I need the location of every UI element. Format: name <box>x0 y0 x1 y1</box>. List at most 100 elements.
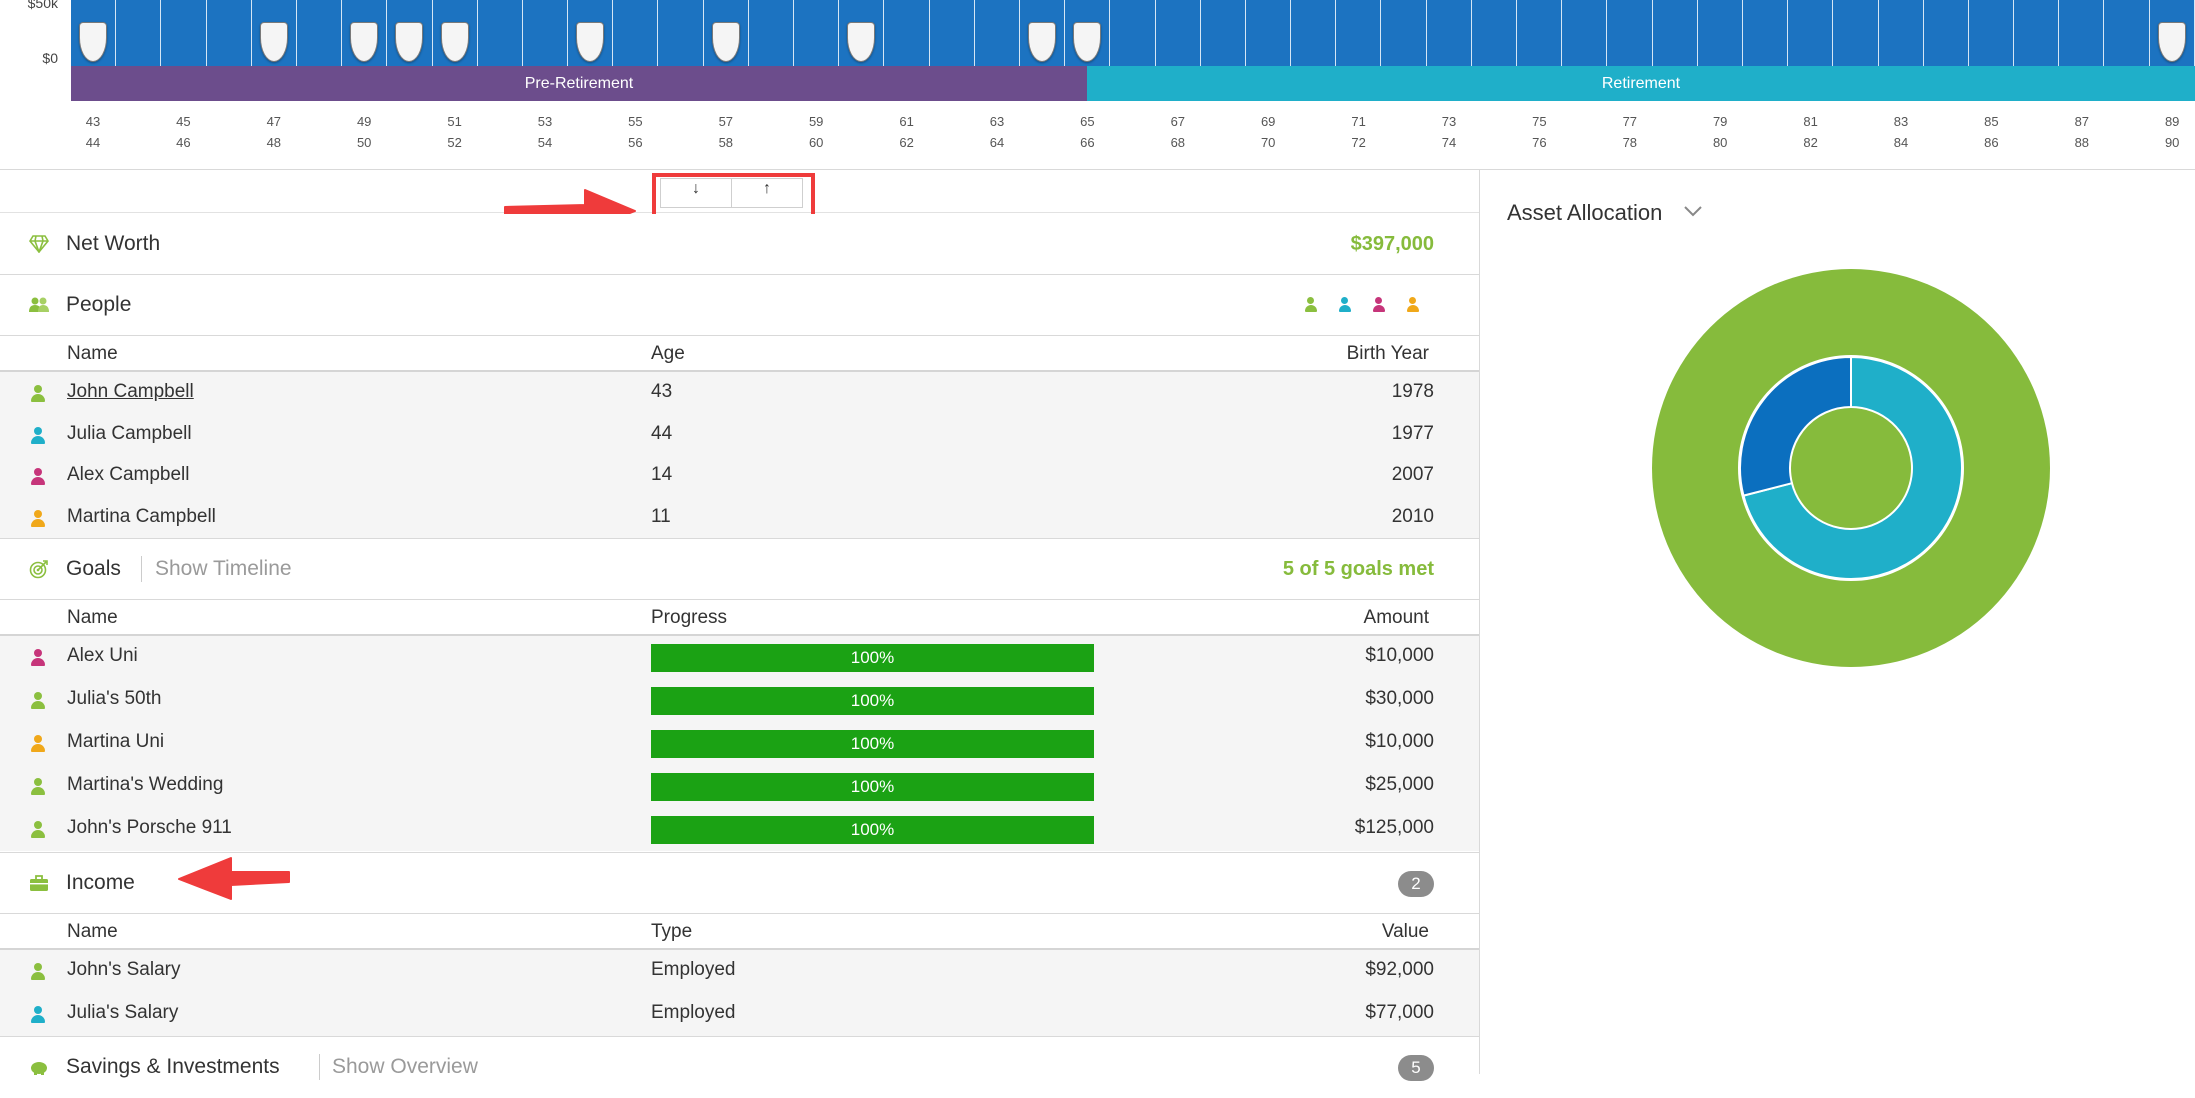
timeline-bar[interactable] <box>1155 0 1201 66</box>
timeline-bar[interactable] <box>1923 0 1969 66</box>
timeline-bar[interactable] <box>1517 0 1563 66</box>
goals-section[interactable]: Goals Show Timeline 5 of 5 goals met <box>0 538 1479 600</box>
timeline-bar[interactable] <box>1065 0 1111 66</box>
table-row[interactable]: Martina Uni 100% $10,000 <box>0 722 1479 765</box>
goal-progress-bar: 100% <box>651 773 1094 801</box>
phase-pre-retirement[interactable]: Pre-Retirement <box>71 66 1087 101</box>
goal-name: Alex Uni <box>67 645 138 666</box>
net-worth-title: Net Worth <box>66 232 161 255</box>
timeline-bar[interactable] <box>929 0 975 66</box>
timeline-bar[interactable] <box>1562 0 1608 66</box>
person-icon[interactable] <box>1338 297 1352 313</box>
goal-marker-icon[interactable] <box>847 22 876 62</box>
goal-amount: $125,000 <box>1354 817 1434 838</box>
timeline-bar[interactable] <box>1968 0 2015 66</box>
sort-button-group: ↓ ↑ <box>660 178 803 208</box>
timeline-bar[interactable] <box>1652 0 1698 66</box>
allocation-outer-ring[interactable] <box>1652 269 2050 667</box>
goal-marker-icon[interactable] <box>2157 22 2186 62</box>
age-tick-label-top: 49 <box>356 114 372 129</box>
timeline-bar[interactable] <box>2059 0 2105 66</box>
timeline-bar[interactable] <box>794 0 840 66</box>
goal-marker-icon[interactable] <box>395 22 424 62</box>
sort-down-button[interactable]: ↓ <box>661 179 732 207</box>
timeline-bar[interactable] <box>342 0 388 66</box>
table-row[interactable]: John Campbell 43 1978 <box>0 372 1479 414</box>
timeline-bar[interactable] <box>2104 0 2150 66</box>
timeline-bar[interactable] <box>1291 0 1337 66</box>
people-section[interactable]: People <box>0 275 1479 336</box>
timeline-bar[interactable] <box>703 0 749 66</box>
table-row[interactable]: John's Porsche 911 100% $125,000 <box>0 808 1479 851</box>
goal-marker-icon[interactable] <box>440 22 469 62</box>
timeline-bar[interactable] <box>1833 0 1879 66</box>
age-tick-label-top: 89 <box>2164 114 2180 129</box>
timeline-bar[interactable] <box>206 0 252 66</box>
timeline-bar[interactable] <box>2014 0 2060 66</box>
show-overview-link[interactable]: Show Overview <box>332 1055 478 1078</box>
timeline-bar[interactable] <box>658 0 704 66</box>
timeline-bar[interactable] <box>1742 0 1789 66</box>
timeline-bar[interactable] <box>251 0 297 66</box>
timeline-bar[interactable] <box>1200 0 1246 66</box>
table-row[interactable]: Alex Campbell 14 2007 <box>0 455 1479 497</box>
timeline-bar[interactable] <box>748 0 794 66</box>
chevron-down-icon[interactable] <box>1683 204 1703 218</box>
timeline-bar[interactable] <box>71 0 117 66</box>
table-row[interactable]: Julia's 50th 100% $30,000 <box>0 679 1479 722</box>
goal-marker-icon[interactable] <box>259 22 288 62</box>
timeline-bar[interactable] <box>884 0 930 66</box>
net-worth-section[interactable]: Net Worth $397,000 <box>0 214 1479 275</box>
sort-up-button[interactable]: ↑ <box>732 179 802 207</box>
goal-marker-icon[interactable] <box>79 22 108 62</box>
show-timeline-link[interactable]: Show Timeline <box>155 557 292 580</box>
timeline-bar[interactable] <box>1788 0 1834 66</box>
timeline-bar[interactable] <box>1697 0 1743 66</box>
asset-allocation-title[interactable]: Asset Allocation <box>1507 200 1663 225</box>
table-row[interactable]: Alex Uni 100% $10,000 <box>0 636 1479 679</box>
table-row[interactable]: John's Salary Employed $92,000 <box>0 950 1479 993</box>
person-icon <box>30 426 46 445</box>
timeline-bar[interactable] <box>116 0 162 66</box>
timeline-bar[interactable] <box>568 0 614 66</box>
timeline-bar[interactable] <box>2149 0 2195 66</box>
timeline-bar[interactable] <box>1607 0 1653 66</box>
goal-marker-icon[interactable] <box>350 22 379 62</box>
table-row[interactable]: Julia Campbell 44 1977 <box>0 413 1479 456</box>
timeline-bar[interactable] <box>432 0 478 66</box>
timeline-bar[interactable] <box>477 0 523 66</box>
goal-marker-icon[interactable] <box>711 22 740 62</box>
allocation-segment[interactable] <box>1742 355 1963 580</box>
timeline-bar[interactable] <box>1019 0 1066 66</box>
timeline-bar[interactable] <box>522 0 569 66</box>
timeline-bar[interactable] <box>161 0 207 66</box>
age-tick-label-bottom: 64 <box>989 135 1005 150</box>
allocation-segment[interactable] <box>1739 355 1852 497</box>
person-icon[interactable] <box>1304 297 1318 313</box>
timeline-bar[interactable] <box>1878 0 1924 66</box>
table-row[interactable]: Julia's Salary Employed $77,000 <box>0 993 1479 1036</box>
phase-retirement[interactable]: Retirement <box>1087 66 2195 101</box>
person-name[interactable]: John Campbell <box>67 381 194 402</box>
goal-marker-icon[interactable] <box>576 22 605 62</box>
timeline-bar[interactable] <box>1381 0 1427 66</box>
person-icon[interactable] <box>1372 297 1386 313</box>
table-row[interactable]: Martina's Wedding 100% $25,000 <box>0 765 1479 808</box>
timeline-bar[interactable] <box>1426 0 1472 66</box>
timeline-bar[interactable] <box>1110 0 1156 66</box>
goal-marker-icon[interactable] <box>1028 22 1057 62</box>
person-icon[interactable] <box>1406 297 1420 313</box>
timeline-bar[interactable] <box>613 0 659 66</box>
timeline-bar[interactable] <box>1336 0 1382 66</box>
timeline-bar[interactable] <box>387 0 433 66</box>
timeline-bar[interactable] <box>296 0 343 66</box>
timeline-bar[interactable] <box>974 0 1020 66</box>
table-row[interactable]: Martina Campbell 11 2010 <box>0 496 1479 539</box>
savings-section[interactable]: Savings & Investments Show Overview 5 <box>0 1036 1479 1098</box>
goal-marker-icon[interactable] <box>1073 22 1102 62</box>
goals-table-header: Name Progress Amount <box>0 600 1479 636</box>
savings-title: Savings & Investments <box>66 1055 280 1078</box>
timeline-bar[interactable] <box>1471 0 1517 66</box>
timeline-bar[interactable] <box>839 0 885 66</box>
timeline-bar[interactable] <box>1245 0 1292 66</box>
